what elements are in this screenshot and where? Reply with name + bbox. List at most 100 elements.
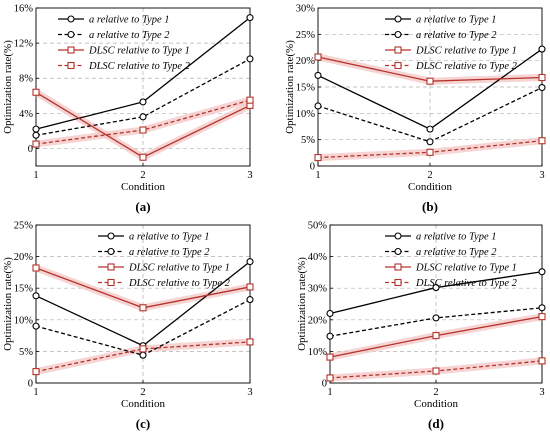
x-tick-label: 1 [327, 387, 332, 398]
legend-label: a relative to Type 1 [416, 232, 496, 243]
legend-marker [67, 15, 75, 23]
y-tick-label: 10% [14, 315, 34, 326]
data-point [246, 55, 254, 63]
y-tick-label: 20% [14, 252, 34, 263]
y-tick-label: 5% [19, 347, 33, 358]
data-point [246, 338, 254, 346]
y-tick-label: 30% [308, 284, 328, 295]
panel-label: (c) [136, 416, 150, 431]
chart-panel-1: 0 4% 8% 12% 16% 1 2 3 Condition Optimization rate… [2, 4, 254, 214]
data-point [246, 283, 254, 291]
legend-marker [394, 278, 402, 287]
data-point [538, 268, 546, 276]
y-tick-label: 12% [14, 39, 34, 50]
data-point [432, 332, 440, 340]
y-tick-label: 16% [14, 4, 34, 15]
data-point [246, 14, 254, 22]
series-line [35, 341, 251, 373]
data-point [32, 368, 40, 376]
data-point [314, 71, 322, 79]
legend-marker [107, 232, 115, 240]
y-tick-label: 0 [310, 162, 315, 173]
data-point [538, 73, 546, 82]
legend-label: a relative to Type 2 [89, 30, 170, 41]
data-point [246, 258, 254, 266]
x-tick-label: 2 [140, 170, 145, 181]
series-line [35, 58, 251, 136]
y-tick-label: 50% [308, 221, 328, 232]
x-axis-label: Condition [121, 398, 166, 410]
legend-label: a relative to Type 2 [129, 247, 210, 258]
data-point [426, 138, 434, 146]
legend: a relative to Type 1 a relative to Type 2… [385, 15, 518, 72]
legend-label: a relative to Type 1 [89, 15, 169, 26]
data-point [32, 88, 40, 96]
x-tick-label: 2 [140, 387, 145, 398]
legend-marker [107, 278, 115, 287]
data-point [326, 374, 334, 382]
legend-label: a relative to Type 2 [416, 30, 497, 41]
data-point [314, 53, 322, 61]
data-point [538, 313, 546, 321]
data-point [538, 304, 546, 312]
y-tick-label: 25% [14, 221, 34, 232]
data-point [538, 83, 546, 92]
y-tick-label: 15% [296, 83, 316, 94]
legend-label: a relative to Type 1 [416, 15, 496, 26]
data-point [246, 96, 254, 104]
x-tick-label: 2 [433, 387, 438, 398]
y-axis-label: Optimization rate(%) [2, 40, 14, 134]
y-tick-label: 0 [322, 379, 327, 390]
data-point [326, 309, 334, 318]
y-tick-label: 40% [308, 252, 328, 263]
y-tick-label: 4% [19, 109, 33, 120]
data-point [326, 353, 334, 361]
y-tick-label: 5% [301, 135, 315, 146]
x-tick-label: 2 [427, 170, 432, 181]
x-axis-label: Condition [414, 398, 459, 410]
legend-marker [394, 232, 402, 240]
data-point [32, 131, 40, 139]
data-point [139, 98, 147, 106]
legend-marker [394, 15, 402, 23]
legend-label: a relative to Type 1 [129, 232, 209, 243]
x-tick-label: 3 [247, 170, 252, 181]
y-tick-label: 10% [296, 109, 316, 120]
legend-marker [67, 61, 75, 70]
legend-label: DLSC relative to Type 2 [415, 61, 518, 72]
data-point [314, 154, 322, 162]
data-point [139, 153, 147, 161]
y-tick-label: 20% [308, 315, 328, 326]
legend-label: DLSC relative to Type 1 [415, 46, 517, 57]
legend-label: DLSC relative to Type 2 [128, 278, 231, 289]
x-axis-label: Condition [121, 181, 166, 193]
legend-marker [394, 61, 402, 70]
data-point [139, 351, 147, 359]
legend-label: DLSC relative to Type 1 [88, 46, 190, 57]
legend-label: DLSC relative to Type 1 [128, 263, 230, 274]
legend-marker [67, 46, 75, 54]
legend: a relative to Type 1 a relative to Type 2… [58, 15, 191, 72]
x-tick-label: 1 [315, 170, 320, 181]
data-point [139, 126, 147, 134]
data-point [432, 367, 440, 375]
y-tick-label: 20% [296, 56, 316, 67]
y-tick-label: 0 [28, 379, 33, 390]
panel-label: (d) [428, 416, 444, 431]
data-point [32, 264, 40, 272]
legend-marker [394, 247, 402, 256]
y-tick-label: 30% [296, 4, 316, 15]
data-point [32, 140, 40, 148]
legend-label: DLSC relative to Type 2 [415, 278, 518, 289]
y-axis-label: Optimization rate(%) [296, 257, 308, 351]
data-point [139, 304, 147, 312]
data-point [314, 102, 322, 110]
chart-panel-2: 0 5% 10% 15% 20% 25% 30% 1 2 3 Condition Optimizati… [284, 4, 546, 214]
data-point [426, 148, 434, 156]
y-axis-label: Optimization rate(%) [284, 40, 296, 134]
data-point [432, 314, 440, 322]
y-axis-label: Optimization rate(%) [2, 257, 14, 351]
y-tick-label: 15% [14, 284, 34, 295]
